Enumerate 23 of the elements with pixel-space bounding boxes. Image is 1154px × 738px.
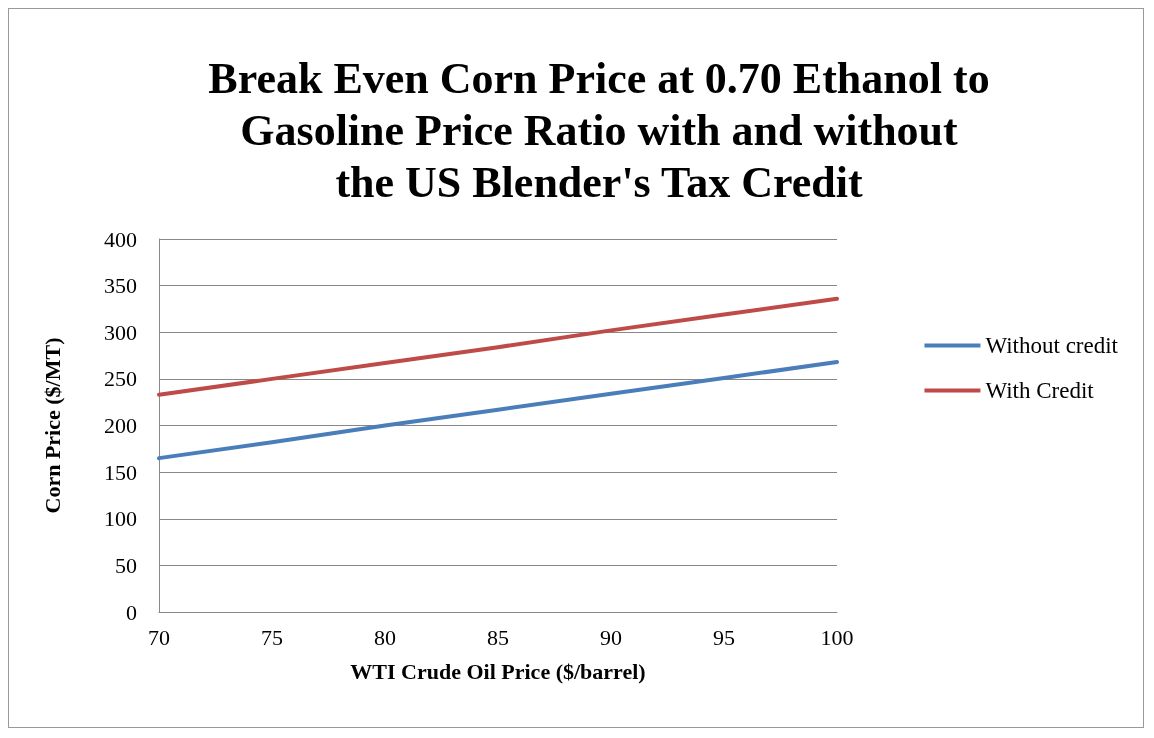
y-tick-label: 150 (104, 459, 137, 485)
line-series (157, 296, 839, 397)
y-tick-label: 400 (104, 226, 137, 252)
x-tick-label: 95 (713, 624, 735, 650)
chart-title: Break Even Corn Price at 0.70 Ethanol to Gasoline Price Ratio with and without the US Blender's Tax Credit (208, 53, 990, 207)
y-tick-label: 50 (115, 552, 137, 578)
y-tick-label: 350 (104, 273, 137, 299)
x-tick-label: 100 (820, 624, 854, 650)
y-axis-title: Corn Price ($/MT) (39, 337, 65, 514)
x-tick-label: 75 (261, 624, 283, 650)
y-tick-label: 0 (126, 599, 137, 625)
legend-label: Without credit (985, 333, 1119, 358)
y-tick-label: 200 (104, 413, 137, 438)
x-axis-title: WTI Crude Oil Price ($/barrel) (350, 658, 646, 684)
x-tick-label: 90 (600, 624, 622, 650)
y-tick-label: 300 (104, 319, 137, 345)
x-tick-label: 80 (374, 624, 396, 650)
x-tick-label: 85 (487, 624, 509, 650)
legend-label: With Credit (985, 378, 1095, 403)
y-tick-label: 100 (104, 506, 137, 532)
x-tick-label: 70 (148, 624, 170, 650)
y-tick-label: 250 (104, 366, 137, 392)
line-series (157, 360, 839, 461)
